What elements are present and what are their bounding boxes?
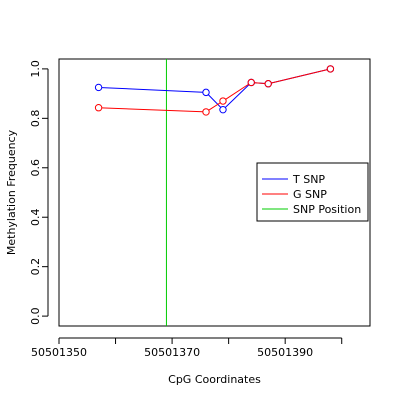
y-axis: 0.0 0.2 0.4 0.6 0.8 1.0 bbox=[29, 60, 49, 325]
series-1-point bbox=[94, 104, 103, 112]
series-1-segment bbox=[254, 82, 266, 84]
series-0-point bbox=[94, 83, 103, 92]
series-1-point bbox=[326, 65, 335, 73]
y-tick-label: 0.6 bbox=[29, 159, 42, 177]
legend-label: G SNP bbox=[293, 188, 327, 201]
y-tick-label: 1.0 bbox=[29, 60, 42, 78]
y-tick-label: 0.2 bbox=[29, 258, 42, 276]
series-1-segment bbox=[101, 107, 203, 113]
y-tick-label: 0.0 bbox=[29, 307, 42, 325]
legend: T SNP G SNP SNP Position bbox=[256, 162, 369, 222]
series-1-point bbox=[219, 97, 227, 105]
series-1-segment bbox=[225, 83, 249, 100]
x-axis-title: CpG Coordinates bbox=[168, 373, 261, 386]
series-0-segment bbox=[101, 87, 203, 93]
x-tick-label: 50501370 bbox=[144, 346, 200, 359]
series-1-point bbox=[202, 108, 210, 116]
series-1-segment bbox=[271, 69, 328, 84]
series-1-point bbox=[264, 80, 272, 88]
x-axis: 50501350 50501370 50501390 bbox=[31, 337, 343, 359]
y-tick-label: 0.4 bbox=[29, 208, 42, 226]
x-tick-label: 50501350 bbox=[31, 346, 87, 359]
series-0-point bbox=[219, 105, 227, 114]
series-0-point bbox=[202, 88, 210, 97]
x-tick-label: 50501390 bbox=[257, 346, 313, 359]
series-1-point bbox=[247, 78, 255, 87]
series-1-segment bbox=[208, 102, 221, 111]
y-tick-label: 0.8 bbox=[29, 110, 42, 128]
plot-area-frame bbox=[58, 58, 371, 327]
legend-box bbox=[256, 162, 369, 222]
legend-label: SNP Position bbox=[293, 203, 361, 216]
series-0-segment bbox=[207, 94, 222, 108]
legend-label: T SNP bbox=[292, 173, 325, 186]
chart-marks bbox=[94, 59, 335, 326]
y-axis-title: Methylation Frequency bbox=[5, 129, 18, 255]
series-0-segment bbox=[224, 84, 250, 108]
